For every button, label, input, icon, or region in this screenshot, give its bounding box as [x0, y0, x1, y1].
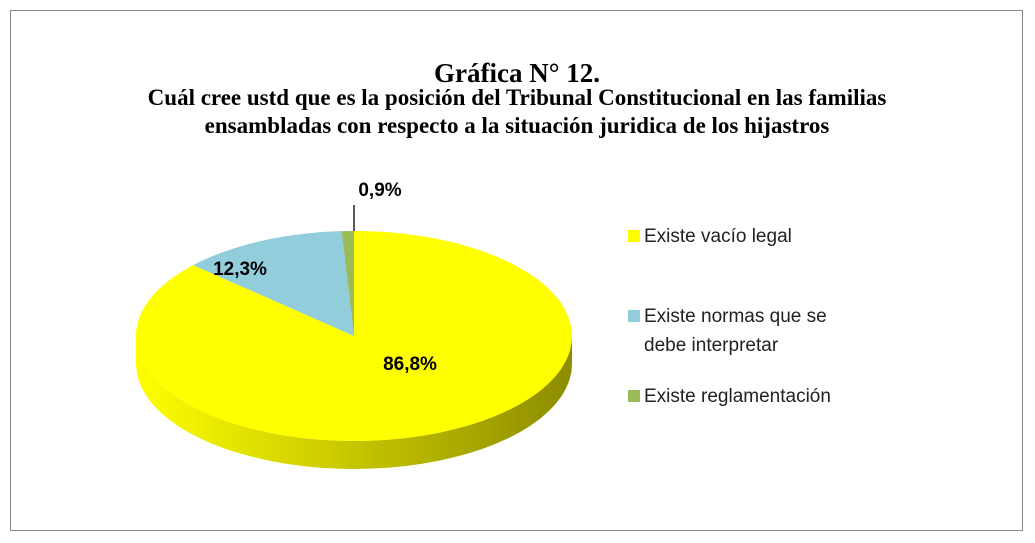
chart-title: Gráfica N° 12.: [433, 58, 600, 88]
legend-swatch: [628, 390, 640, 402]
chart-subtitle: Cuál cree ustd que es la posición del Tr…: [147, 85, 887, 138]
legend-label: Existe normas que se debe interpretar: [644, 306, 827, 356]
legend-entry: Existe reglamentación: [628, 382, 858, 411]
legend-label: Existe vacío legal: [644, 226, 792, 247]
pie-slice: [193, 231, 354, 336]
legend-swatch: [628, 310, 640, 322]
data-label: 0,9%: [358, 180, 401, 201]
legend-entry: Existe vacío legal: [628, 222, 858, 251]
legend-swatch: [628, 230, 640, 242]
legend-label: Existe reglamentación: [644, 386, 831, 407]
pie-slice: [341, 231, 354, 336]
legend-entry: Existe normas que se debe interpretar: [628, 302, 858, 360]
pie-slice: [136, 231, 573, 442]
data-label: 86,8%: [383, 354, 437, 375]
data-label: 12,3%: [213, 259, 267, 280]
pie-side: [136, 336, 572, 469]
chart-frame: [10, 10, 1023, 531]
